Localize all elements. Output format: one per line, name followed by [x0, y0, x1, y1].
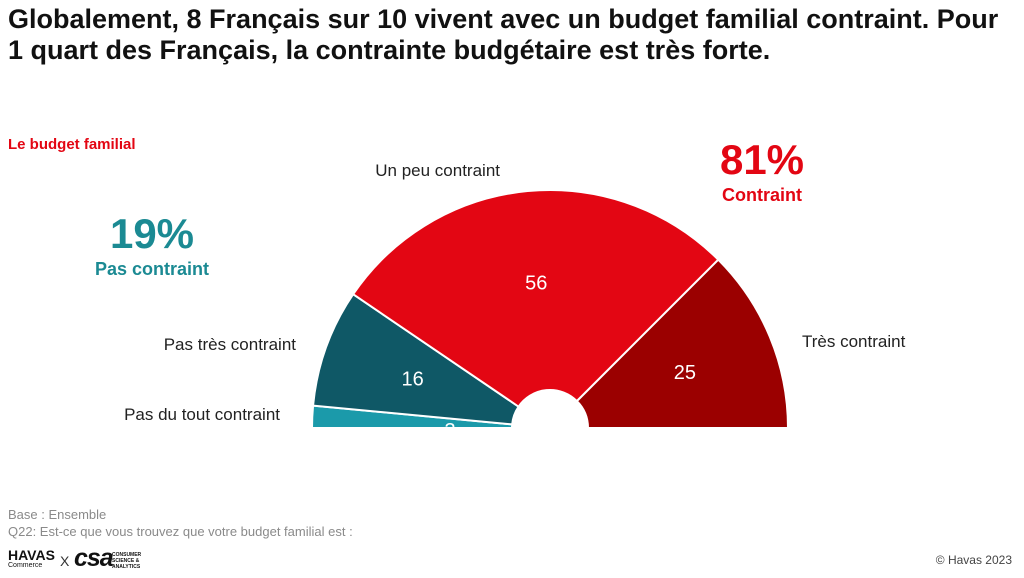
- slice-value-tres-contraint: 25: [674, 362, 696, 384]
- logo-separator: X: [60, 553, 70, 569]
- copyright: © Havas 2023: [935, 553, 1012, 567]
- slice-tres-contraint: [575, 258, 790, 429]
- havas-logo-text: HAVAS: [8, 547, 55, 563]
- question-note: Q22: Est-ce que vous trouvez que votre b…: [8, 524, 353, 539]
- havas-logo: HAVAS Commerce: [8, 547, 55, 570]
- havas-logo-sub: Commerce: [8, 562, 43, 569]
- section-label: Le budget familial: [8, 136, 136, 153]
- group-value-pas-contraint: 19%: [110, 210, 194, 257]
- slice-label-tres-contraint: Très contraint: [802, 332, 906, 351]
- slice-value-un-peu-contraint: 56: [525, 273, 547, 295]
- slice-value-pas-du-tout-contraint: 3: [445, 420, 456, 442]
- page-title: Globalement, 8 Français sur 10 vivent av…: [8, 4, 999, 65]
- group-label-contraint: Contraint: [722, 185, 802, 205]
- base-note: Base : Ensemble: [8, 507, 107, 522]
- group-label-pas-contraint: Pas contraint: [95, 259, 209, 279]
- csa-logo-sub: CONSUMER SCIENCE & ANALYTICS: [112, 552, 142, 570]
- slice-label-un-peu-contraint: Un peu contraint: [375, 161, 500, 180]
- slice-pas-tres-contraint: [311, 292, 520, 426]
- slice-label-pas-du-tout-contraint: Pas du tout contraint: [124, 405, 280, 424]
- slice-value-pas-tres-contraint: 16: [402, 369, 424, 391]
- slice-label-pas-tres-contraint: Pas très contraint: [164, 335, 297, 354]
- group-value-contraint: 81%: [720, 136, 804, 183]
- slice-un-peu-contraint: [351, 189, 720, 409]
- csa-logo: csa: [74, 544, 114, 572]
